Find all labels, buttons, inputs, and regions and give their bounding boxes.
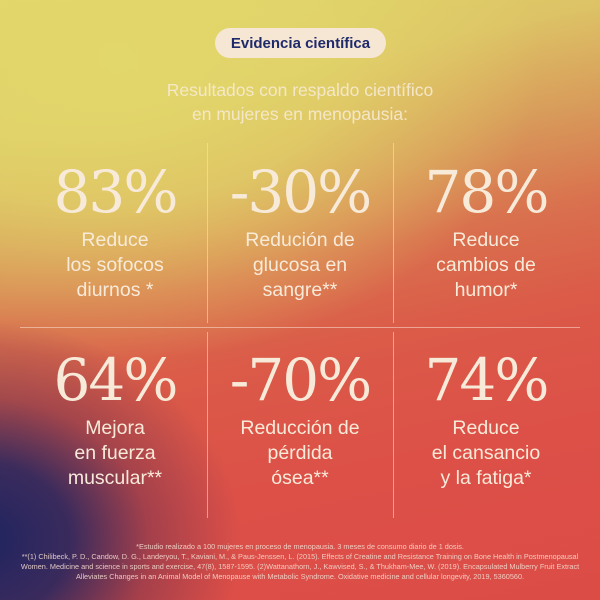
stat-label-line: Reduce bbox=[452, 417, 520, 439]
stat-label-line: Reduce bbox=[452, 229, 520, 251]
footnote-line: Alleviates Changes in an Animal Model of… bbox=[75, 572, 525, 581]
stat-label: Reduce cambios de humor* bbox=[391, 228, 581, 303]
stat-label-line: Redución de bbox=[245, 229, 355, 251]
stat-label-line: el cansancio bbox=[431, 442, 541, 464]
stat-label-line: humor* bbox=[454, 279, 518, 301]
stat-label-line: cambios de bbox=[436, 254, 536, 276]
stat-value: 78% bbox=[424, 158, 550, 226]
stat-label-line: los sofocos bbox=[66, 254, 164, 276]
divider-vertical-2 bbox=[393, 143, 394, 323]
stat-label: Reduce los sofocos diurnos * bbox=[20, 228, 210, 303]
stat-cell-fatigue: 74% Reduce el cansancio y la fatiga* bbox=[391, 350, 581, 491]
stat-label-line: ósea** bbox=[271, 467, 329, 489]
footnotes: *Estudio realizado a 100 mujeres en proc… bbox=[12, 542, 588, 582]
stat-label-line: en fuerza bbox=[74, 442, 156, 464]
stat-label-line: muscular** bbox=[67, 467, 163, 489]
stat-label-line: sangre** bbox=[262, 279, 338, 301]
stat-cell-hot-flashes: 83% Reduce los sofocos diurnos * bbox=[20, 162, 210, 303]
footnote-line: **(1) Chilibeck, P. D., Candow, D. G., L… bbox=[21, 552, 579, 561]
evidence-badge: Evidencia científica bbox=[215, 28, 386, 58]
stat-label-line: Mejora bbox=[85, 417, 145, 439]
stat-label-line: Reducción de bbox=[240, 417, 360, 439]
stat-label-line: diurnos * bbox=[76, 279, 154, 301]
stat-value: 64% bbox=[53, 346, 179, 414]
stat-cell-muscle: 64% Mejora en fuerza muscular** bbox=[20, 350, 210, 491]
divider-vertical-3 bbox=[207, 332, 208, 518]
stat-label: Mejora en fuerza muscular** bbox=[20, 416, 210, 491]
subtitle-line-2: en mujeres en menopausia: bbox=[192, 104, 408, 124]
stat-value: -70% bbox=[229, 346, 373, 414]
stat-cell-mood: 78% Reduce cambios de humor* bbox=[391, 162, 581, 303]
divider-vertical-4 bbox=[393, 332, 394, 518]
stat-label: Reduce el cansancio y la fatiga* bbox=[391, 416, 581, 491]
stat-value: 74% bbox=[424, 346, 550, 414]
stat-label-line: y la fatiga* bbox=[440, 467, 532, 489]
stat-value: 83% bbox=[53, 158, 179, 226]
footnote-line: Women. Medicine and science in sports an… bbox=[20, 562, 580, 571]
stat-value: -30% bbox=[229, 158, 373, 226]
stat-label: Redución de glucosa en sangre** bbox=[205, 228, 395, 303]
divider-horizontal bbox=[20, 327, 580, 328]
subtitle: Resultados con respaldo científico en mu… bbox=[0, 78, 600, 126]
badge-label: Evidencia científica bbox=[230, 34, 371, 52]
stat-label-line: pérdida bbox=[267, 442, 333, 464]
stat-cell-glucose: -30% Redución de glucosa en sangre** bbox=[205, 162, 395, 303]
stat-cell-bone: -70% Reducción de pérdida ósea** bbox=[205, 350, 395, 491]
stat-label-line: glucosa en bbox=[252, 254, 348, 276]
footnote-line: *Estudio realizado a 100 mujeres en proc… bbox=[136, 542, 464, 551]
stat-label-line: Reduce bbox=[81, 229, 149, 251]
stat-label: Reducción de pérdida ósea** bbox=[205, 416, 395, 491]
divider-vertical-1 bbox=[207, 143, 208, 323]
subtitle-line-1: Resultados con respaldo científico bbox=[166, 80, 434, 100]
